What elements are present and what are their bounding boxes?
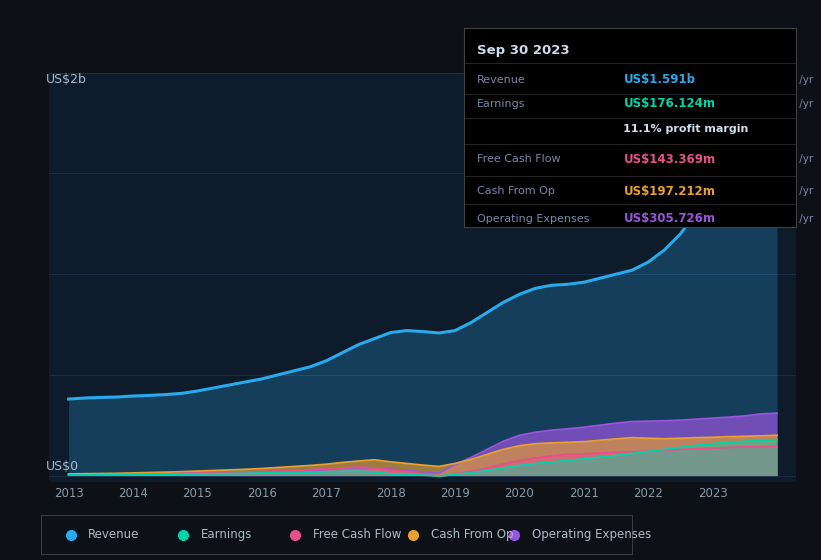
Text: Operating Expenses: Operating Expenses [532,528,651,542]
Text: Cash From Op: Cash From Op [477,186,555,196]
Text: US$305.726m: US$305.726m [623,212,715,225]
Text: 11.1% profit margin: 11.1% profit margin [623,124,749,134]
Text: /yr: /yr [796,154,814,164]
Text: Cash From Op: Cash From Op [431,528,514,542]
Text: US$0: US$0 [45,460,79,473]
Text: US$176.124m: US$176.124m [623,97,715,110]
Text: Revenue: Revenue [477,74,526,85]
Text: /yr: /yr [796,214,814,224]
Text: Free Cash Flow: Free Cash Flow [477,154,561,164]
Text: /yr: /yr [796,74,814,85]
Text: /yr: /yr [796,99,814,109]
Text: /yr: /yr [796,186,814,196]
Text: Earnings: Earnings [200,528,252,542]
Text: US$1.591b: US$1.591b [623,73,695,86]
Text: Operating Expenses: Operating Expenses [477,214,589,224]
Text: US$143.369m: US$143.369m [623,153,716,166]
Text: US$2b: US$2b [45,73,86,86]
Text: Free Cash Flow: Free Cash Flow [313,528,401,542]
Text: US$197.212m: US$197.212m [623,184,715,198]
Text: Revenue: Revenue [89,528,140,542]
Text: Earnings: Earnings [477,99,525,109]
Text: Sep 30 2023: Sep 30 2023 [477,44,570,57]
